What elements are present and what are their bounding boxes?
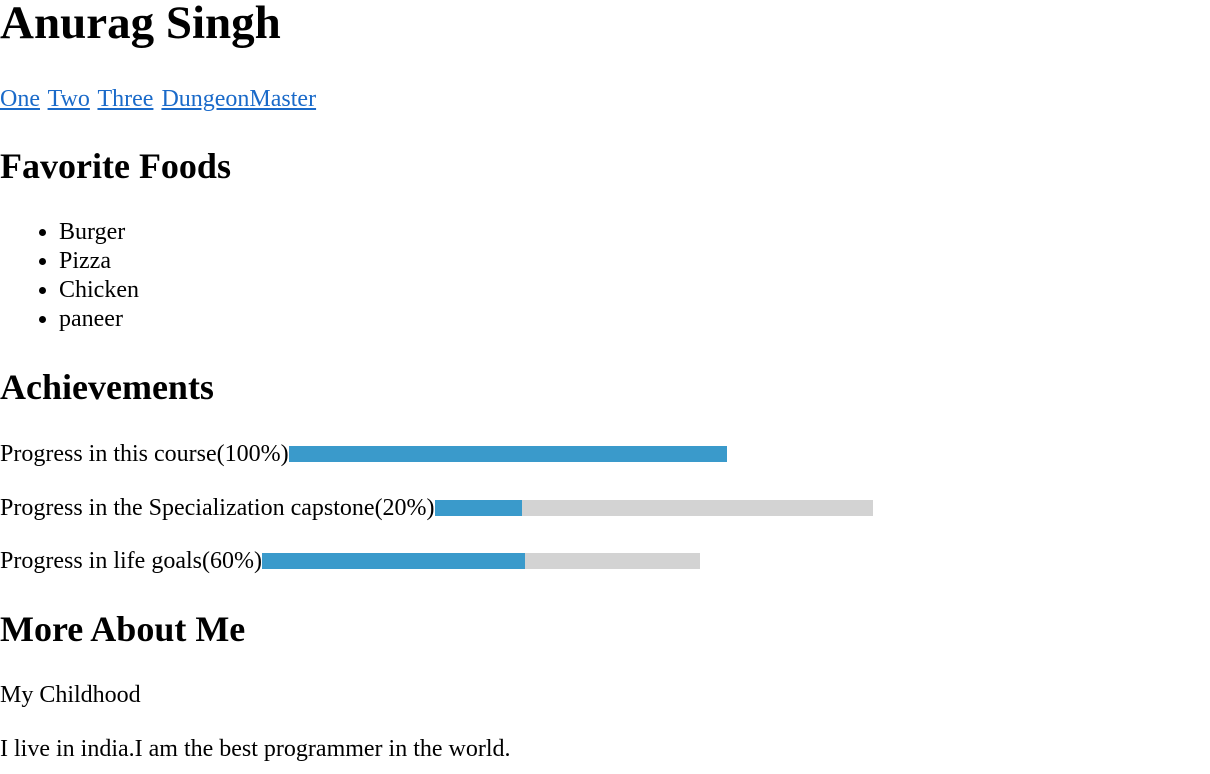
list-item: Chicken xyxy=(59,276,139,305)
progress-fill xyxy=(288,446,727,462)
list-item: Burger xyxy=(59,218,139,247)
progress-label: Progress in life goals(60%) xyxy=(0,547,262,574)
progress-label: Progress in this course(100%) xyxy=(0,440,289,467)
bio-text: I live in india.I am the best programmer… xyxy=(0,736,511,762)
progress-bar xyxy=(434,500,873,516)
favorite-foods-heading: Favorite Foods xyxy=(0,146,231,186)
nav-links: One Two Three DungeonMaster xyxy=(0,85,318,113)
progress-fill xyxy=(261,553,525,569)
progress-fill xyxy=(434,500,523,516)
more-about-me-heading: More About Me xyxy=(0,609,246,649)
list-item: Pizza xyxy=(59,247,139,276)
list-item: paneer xyxy=(59,305,139,334)
progress-row-capstone: Progress in the Specialization capstone(… xyxy=(0,494,873,522)
progress-label: Progress in the Specialization capstone(… xyxy=(0,494,435,521)
nav-link-one[interactable]: One xyxy=(0,86,40,112)
page-title: Anurag Singh xyxy=(0,0,281,49)
achievements-heading: Achievements xyxy=(0,367,214,407)
progress-row-course: Progress in this course(100%) xyxy=(0,440,727,468)
favorite-foods-list: Burger Pizza Chicken paneer xyxy=(0,218,139,334)
childhood-text: My Childhood xyxy=(0,682,141,708)
nav-link-two[interactable]: Two xyxy=(47,86,90,112)
progress-bar xyxy=(288,446,727,462)
progress-bar xyxy=(261,553,700,569)
progress-row-life-goals: Progress in life goals(60%) xyxy=(0,547,700,575)
nav-link-three[interactable]: Three xyxy=(97,86,154,112)
nav-link-dungeonmaster[interactable]: DungeonMaster xyxy=(161,86,317,112)
